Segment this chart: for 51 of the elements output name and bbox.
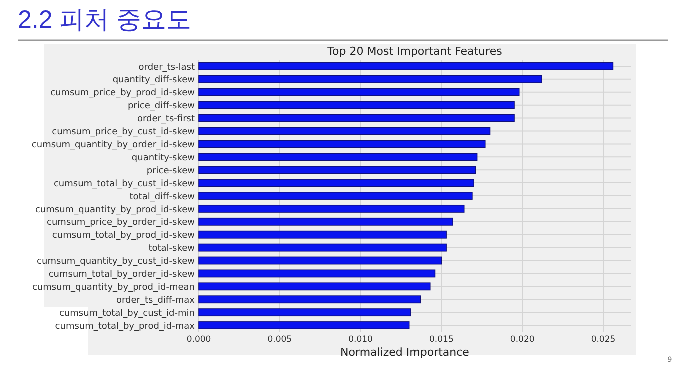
bar [198, 75, 542, 84]
y-tick-label: total-skew [148, 244, 195, 254]
y-tick-label: cumsum_price_by_order_id-skew [47, 218, 195, 228]
bar [198, 270, 436, 278]
bar [198, 256, 442, 265]
bar [198, 114, 515, 122]
y-tick-label: price_diff-skew [128, 102, 195, 112]
y-tick-label: price-skew [146, 166, 195, 176]
y-tick-label: quantity_diff-skew [112, 76, 195, 86]
bar [198, 204, 465, 213]
bar [198, 166, 476, 174]
y-tick-label: cumsum_total_by_cust_id-min [59, 308, 195, 319]
x-tick-label: 0.020 [510, 335, 535, 345]
bar [198, 179, 474, 188]
x-tick-label: 0.025 [591, 335, 616, 345]
bar [198, 218, 454, 226]
y-tick-label: cumsum_total_by_prod_id-max [55, 322, 196, 332]
bar [198, 140, 486, 148]
x-tick-label: 0.015 [430, 335, 454, 345]
y-tick-label: cumsum_total_by_prod_id-skew [52, 231, 195, 242]
chart-title: 2.2 피처 중요도 [18, 6, 192, 34]
y-tick-label: order_ts-last [138, 62, 196, 73]
bar [198, 88, 520, 96]
chart-subtitle: Top 20 Most Important Features [326, 45, 503, 58]
bar [198, 62, 614, 70]
x-axis-title: Normalized Importance [340, 346, 470, 359]
y-tick-label: total_diff-skew [130, 192, 195, 202]
bar [198, 101, 515, 110]
y-tick-label: cumsum_quantity_by_prod_id-mean [32, 282, 195, 293]
y-tick-label: cumsum_quantity_by_order_id-skew [32, 140, 195, 150]
bar [198, 282, 431, 291]
bar [198, 192, 473, 200]
y-tick-label: order_ts-first [137, 114, 196, 125]
bar [198, 308, 412, 317]
x-tick-label: 0.005 [268, 335, 292, 345]
bar [198, 127, 491, 136]
bar [198, 153, 478, 162]
bar [198, 322, 410, 330]
y-tick-label: cumsum_total_by_order_id-skew [48, 270, 195, 280]
x-tick-label: 0.010 [348, 335, 373, 345]
bar [198, 230, 447, 239]
x-tick-label: 0.000 [186, 335, 212, 345]
y-tick-label: cumsum_price_by_cust_id-skew [52, 128, 195, 138]
y-tick-label: cumsum_quantity_by_cust_id-skew [37, 257, 195, 268]
y-tick-label: quantity-skew [132, 153, 195, 164]
bar [198, 296, 422, 304]
y-tick-label: cumsum_quantity_by_prod_id-skew [35, 205, 195, 216]
y-tick-label: cumsum_total_by_cust_id-skew [54, 179, 195, 190]
bar [198, 244, 447, 252]
y-tick-label: order_ts_diff-max [116, 296, 196, 306]
y-tick-label: cumsum_price_by_prod_id-skew [50, 88, 195, 99]
